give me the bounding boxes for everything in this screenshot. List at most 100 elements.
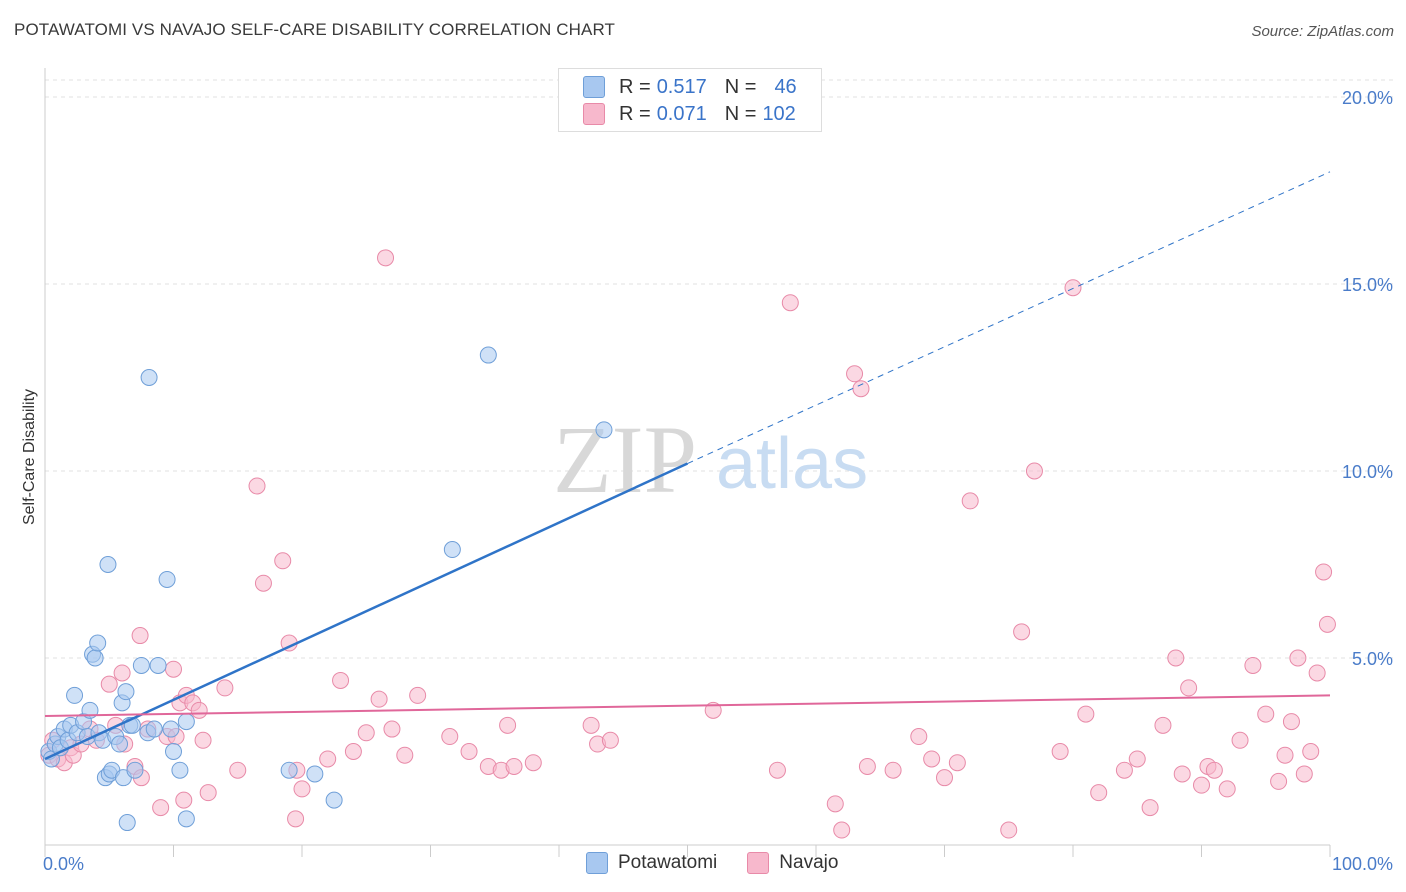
legend-swatch-navajo — [583, 103, 605, 125]
navajo-point — [1115, 761, 1133, 779]
potawatomi-point — [89, 634, 107, 652]
navajo-point — [1077, 705, 1095, 723]
chart-title: POTAWATOMI VS NAVAJO SELF-CARE DISABILIT… — [14, 20, 615, 39]
potawatomi-trend-extension — [687, 171, 1331, 464]
potawatomi-point — [177, 713, 195, 731]
navajo-point — [409, 686, 427, 704]
bottom-legend-label-navajo: Navajo — [779, 852, 839, 873]
navajo-point — [499, 716, 517, 734]
navajo-point — [1064, 279, 1082, 297]
navajo-point — [1270, 772, 1288, 790]
bottom-legend-swatch-navajo — [747, 852, 770, 874]
legend-r-value: 0.071 — [656, 102, 707, 125]
potawatomi-point — [132, 656, 150, 674]
potawatomi-points — [40, 346, 613, 832]
navajo-point — [601, 731, 619, 749]
bottom-legend-label-potawatomi: Potawatomi — [618, 852, 718, 873]
navajo-point — [846, 365, 864, 383]
navajo-point — [194, 731, 212, 749]
watermark-atlas: atlas — [716, 424, 868, 504]
potawatomi-point — [280, 761, 298, 779]
bottom-legend-potawatomi[interactable]: Potawatomi — [586, 852, 717, 874]
potawatomi-point — [140, 369, 158, 386]
navajo-point — [287, 810, 305, 828]
navajo-point — [175, 791, 193, 809]
potawatomi-point — [126, 761, 144, 779]
navajo-point — [923, 750, 941, 768]
axis-labels: 5.0% 10.0% 15.0% 20.0% 0.0% 100.0% Self-Care D… — [21, 88, 1393, 874]
navajo-point — [274, 552, 292, 570]
navajo-point — [1090, 784, 1108, 802]
navajo-point — [199, 784, 217, 802]
navajo-point — [1308, 664, 1326, 682]
navajo-point — [441, 728, 459, 746]
navajo-point — [248, 477, 266, 495]
navajo-point — [582, 716, 600, 734]
navajo-point — [1218, 780, 1236, 798]
navajo-point — [910, 728, 928, 746]
navajo-point — [216, 679, 234, 697]
bottom-legend-swatch-potawatomi — [586, 852, 608, 874]
navajo-point — [1180, 679, 1198, 697]
navajo-point — [704, 701, 722, 719]
legend-n-label: N = — [724, 75, 757, 98]
navajo-point — [190, 701, 208, 719]
navajo-point — [948, 754, 966, 772]
y-tick-label: 20.0% — [1342, 88, 1393, 108]
navajo-point — [1173, 765, 1191, 783]
navajo-point — [1282, 713, 1300, 731]
bottom-legend: Potawatomi Navajo — [586, 852, 868, 874]
grid-lines — [45, 79, 1395, 659]
potawatomi-point — [443, 541, 461, 559]
navajo-point — [1231, 731, 1249, 749]
navajo-point — [524, 754, 542, 772]
navajo-point — [344, 743, 362, 760]
potawatomi-point — [177, 810, 195, 828]
navajo-point — [332, 671, 350, 689]
legend-row-navajo: R = 0.071 N = 102 — [583, 102, 796, 126]
watermark-zip: ZIP — [553, 406, 697, 513]
potawatomi-point — [325, 791, 343, 809]
navajo-point — [1025, 462, 1043, 480]
navajo-point — [1295, 765, 1313, 783]
y-tick-label: 10.0% — [1342, 462, 1393, 482]
navajo-point — [377, 249, 395, 267]
potawatomi-point — [479, 346, 497, 364]
legend-r-label: R = — [619, 102, 651, 125]
navajo-point — [131, 627, 149, 645]
potawatomi-trend-line — [44, 462, 689, 761]
navajo-point — [858, 757, 876, 775]
navajo-point — [884, 761, 902, 779]
navajo-point — [113, 664, 131, 682]
x-tick-label-max: 100.0% — [1332, 854, 1393, 874]
navajo-point — [396, 746, 414, 764]
navajo-point — [781, 294, 799, 312]
navajo-point — [1244, 656, 1262, 674]
navajo-points — [40, 249, 1336, 839]
navajo-point — [383, 720, 401, 738]
potawatomi-point — [118, 814, 136, 832]
legend: R = 0.517 N = 46 R = 0.071 N = 102 — [558, 68, 822, 132]
legend-row-potawatomi: R = 0.517 N = 46 — [583, 75, 797, 99]
navajo-point — [1013, 623, 1031, 641]
legend-r-value: 0.517 — [656, 75, 707, 98]
navajo-point — [936, 769, 953, 787]
navajo-point — [833, 821, 851, 839]
potawatomi-point — [306, 765, 324, 783]
navajo-point — [370, 690, 388, 708]
navajo-point — [1318, 615, 1336, 633]
potawatomi-point — [149, 656, 167, 674]
potawatomi-point — [165, 743, 182, 760]
legend-swatch-potawatomi — [583, 76, 605, 98]
bottom-legend-navajo[interactable]: Navajo — [747, 852, 838, 874]
y-tick-label: 5.0% — [1352, 649, 1393, 669]
potawatomi-point — [595, 421, 613, 439]
potawatomi-point — [145, 720, 163, 738]
navajo-point — [1205, 761, 1223, 779]
legend-n-label: N = — [724, 102, 757, 125]
navajo-point — [319, 750, 337, 768]
trend-lines — [44, 171, 1331, 761]
navajo-point — [826, 795, 844, 813]
x-tick-label-min: 0.0% — [43, 854, 84, 874]
